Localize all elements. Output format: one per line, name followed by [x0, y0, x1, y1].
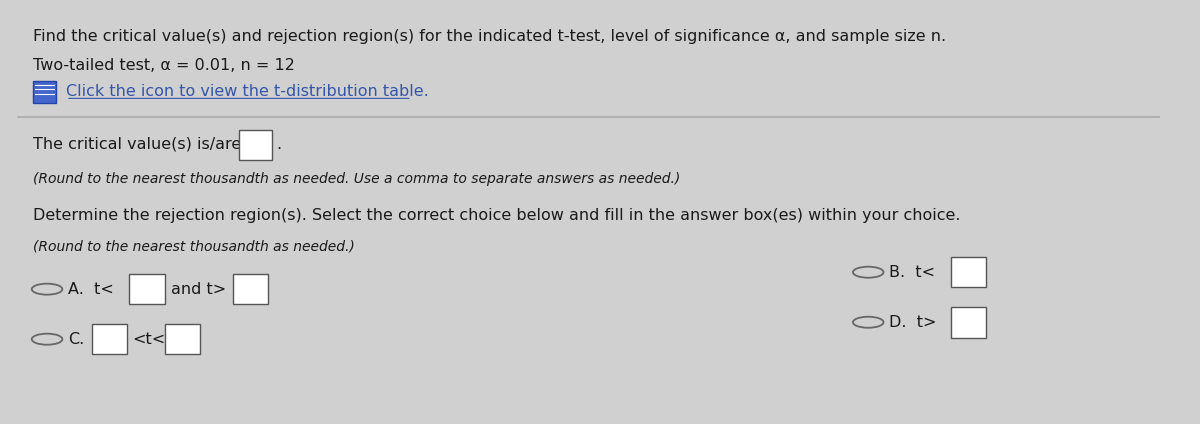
FancyBboxPatch shape	[130, 274, 164, 304]
Text: D.  t>: D. t>	[889, 315, 937, 330]
Text: B.  t<: B. t<	[889, 265, 936, 280]
FancyBboxPatch shape	[233, 274, 269, 304]
Text: (Round to the nearest thousandth as needed. Use a comma to separate answers as n: (Round to the nearest thousandth as need…	[32, 172, 680, 186]
Text: Determine the rejection region(s). Select the correct choice below and fill in t: Determine the rejection region(s). Selec…	[32, 208, 960, 223]
Text: Click the icon to view the t-distribution table.: Click the icon to view the t-distributio…	[66, 84, 428, 99]
Text: (Round to the nearest thousandth as needed.): (Round to the nearest thousandth as need…	[32, 240, 355, 254]
FancyBboxPatch shape	[239, 130, 271, 160]
FancyBboxPatch shape	[32, 81, 56, 103]
Text: The critical value(s) is/are: The critical value(s) is/are	[32, 137, 241, 152]
Text: Find the critical value(s) and rejection region(s) for the indicated t-test, lev: Find the critical value(s) and rejection…	[32, 28, 946, 44]
FancyBboxPatch shape	[164, 324, 200, 354]
FancyBboxPatch shape	[950, 257, 986, 287]
FancyBboxPatch shape	[91, 324, 127, 354]
FancyBboxPatch shape	[950, 307, 986, 338]
Text: .: .	[276, 137, 282, 152]
Text: Two-tailed test, α = 0.01, n = 12: Two-tailed test, α = 0.01, n = 12	[32, 58, 295, 73]
Text: C.: C.	[68, 332, 84, 347]
Text: <t<: <t<	[132, 332, 166, 347]
Text: and t>: and t>	[170, 282, 226, 297]
Text: A.  t<: A. t<	[68, 282, 114, 297]
